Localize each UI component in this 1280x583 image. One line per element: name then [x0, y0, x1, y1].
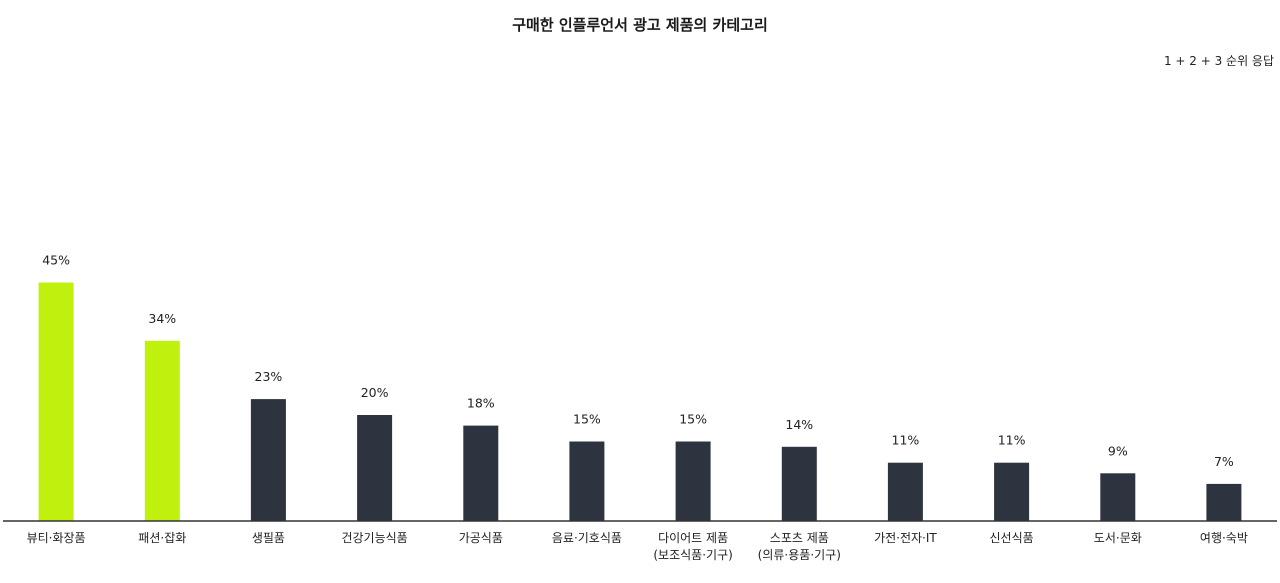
bars-layer: [38, 282, 1242, 521]
category-label-11: 도서·문화: [1094, 531, 1142, 545]
category-label-4: 건강기능식품: [341, 531, 407, 545]
category-label-7-line-2: (보조식품·기구): [653, 548, 732, 562]
category-label-6: 음료·기호식품: [552, 531, 622, 545]
bar-9: [887, 462, 923, 521]
bar-8: [781, 446, 817, 521]
category-label-8-line-1: 스포츠 제품: [770, 531, 829, 545]
category-label-2: 패션·잡화: [138, 531, 186, 545]
category-label-1: 뷰티·화장품: [27, 531, 86, 545]
value-label-5: 18%: [467, 396, 495, 411]
value-label-12: 7%: [1214, 454, 1234, 469]
bar-7: [675, 441, 711, 521]
bar-11: [1100, 473, 1136, 521]
category-label-8-line-2: (의류·용품·기구): [758, 548, 841, 562]
value-label-8: 14%: [785, 417, 813, 432]
value-label-6: 15%: [573, 412, 601, 427]
value-label-2: 34%: [148, 311, 176, 326]
bar-10: [994, 462, 1030, 521]
bar-6: [569, 441, 605, 521]
bar-2: [144, 340, 180, 521]
chart-note: 1 + 2 + 3 순위 응답: [1163, 54, 1274, 68]
value-label-10: 11%: [998, 433, 1026, 448]
bar-12: [1206, 483, 1242, 521]
value-label-4: 20%: [361, 385, 389, 400]
bar-4: [357, 415, 393, 521]
bar-5: [463, 425, 499, 521]
value-label-9: 11%: [892, 433, 920, 448]
category-label-10: 신선식품: [990, 531, 1034, 545]
category-label-9: 가전·전자·IT: [874, 531, 937, 545]
bar-3: [250, 399, 286, 521]
category-label-5: 가공식품: [459, 531, 503, 545]
category-label-12: 여행·숙박: [1200, 530, 1248, 545]
labels-layer: 45% 뷰티·화장품 34% 패션·잡화 23% 생필품 20% 건강기능식품 18% 가공식품 1…: [27, 253, 1248, 563]
value-label-1: 45%: [42, 253, 70, 268]
value-label-7: 15%: [679, 412, 707, 427]
value-label-11: 9%: [1108, 443, 1128, 458]
chart-title: 구매한 인플루언서 광고 제품의 카테고리: [512, 16, 768, 34]
value-label-3: 23%: [255, 369, 283, 384]
category-label-3: 생필품: [252, 531, 285, 545]
bar-1: [38, 282, 74, 521]
category-label-7-line-1: 다이어트 제품: [658, 531, 728, 545]
